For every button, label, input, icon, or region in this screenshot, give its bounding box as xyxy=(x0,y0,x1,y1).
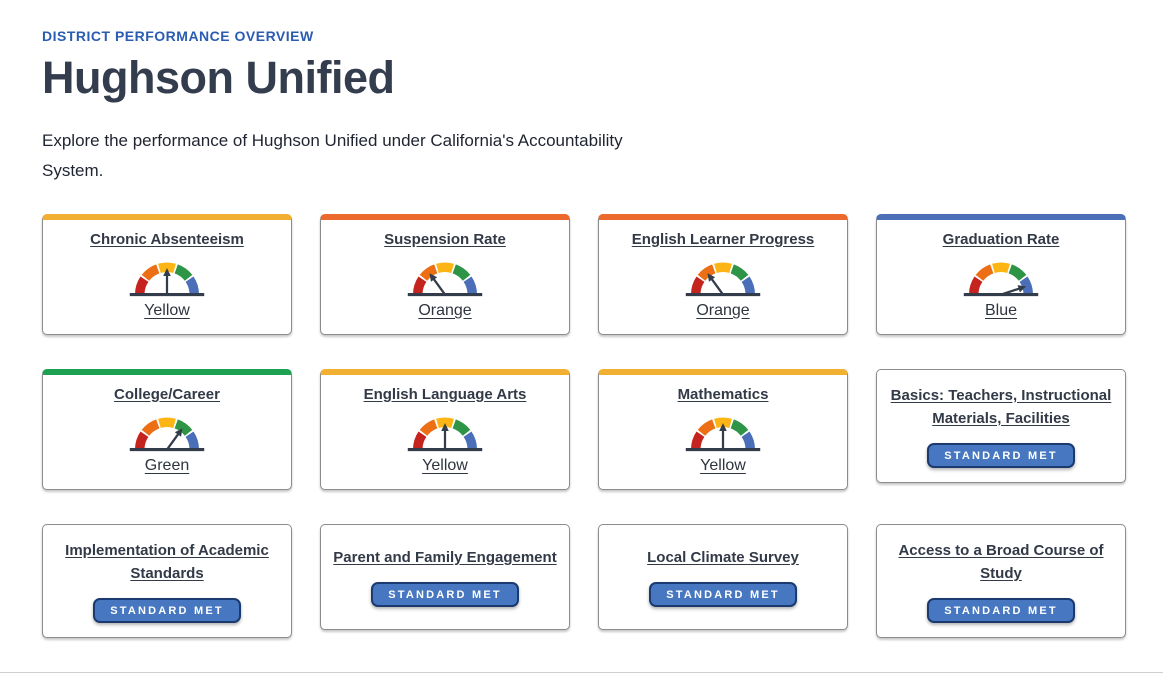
gauge-icon xyxy=(963,262,1039,296)
gauge-segment-orange xyxy=(419,419,438,436)
gauge-icon xyxy=(129,417,205,451)
gauge-segment-yellow xyxy=(714,417,732,428)
gauge-segment-blue xyxy=(185,431,200,450)
district-overview-page: DISTRICT PERFORMANCE OVERVIEW Hughson Un… xyxy=(42,28,1126,638)
card-access-to-a-broad-course-of-study[interactable]: Access to a Broad Course of Study STANDAR… xyxy=(876,523,1126,638)
gauge-segment-green xyxy=(174,264,193,281)
gauge-icon xyxy=(685,417,761,451)
gauge-icon xyxy=(407,417,483,451)
gauge-segment-orange xyxy=(141,419,160,436)
gauge-segment-orange xyxy=(697,264,716,281)
gauge-segment-green xyxy=(452,264,471,281)
gauge-segment-yellow xyxy=(158,417,176,428)
gauge-needle xyxy=(429,272,446,295)
gauge-needle xyxy=(441,422,449,450)
gauge-segment-red xyxy=(968,276,983,295)
card-title-link[interactable]: Suspension Rate xyxy=(384,230,506,248)
gauge-segment-orange xyxy=(141,264,160,281)
card-title-link[interactable]: College/Career xyxy=(114,385,220,403)
card-title-link[interactable]: Mathematics xyxy=(677,385,769,403)
gauge-segment-blue xyxy=(463,431,478,450)
gauge-icon xyxy=(129,262,205,296)
gauge-segment-red xyxy=(412,431,427,450)
standard-met-badge: STANDARD MET xyxy=(93,598,241,623)
card-title-link[interactable]: Chronic Absenteeism xyxy=(90,230,244,248)
gauge-segment-green xyxy=(1008,264,1027,281)
gauge-needle xyxy=(1000,284,1027,296)
status-label[interactable]: Yellow xyxy=(422,456,468,474)
card-implementation-of-academic-standards[interactable]: Implementation of Academic Standards STAN… xyxy=(42,523,292,638)
gauge-segment-yellow xyxy=(436,417,454,428)
gauge-segment-yellow xyxy=(158,262,176,273)
status-label[interactable]: Orange xyxy=(696,301,750,319)
card-local-climate-survey[interactable]: Local Climate Survey STANDARD MET xyxy=(598,523,848,630)
standard-met-badge: STANDARD MET xyxy=(927,598,1075,623)
gauge-segment-yellow xyxy=(436,262,454,273)
card-english-learner-progress[interactable]: English Learner Progress Orange xyxy=(598,213,848,335)
card-title-link[interactable]: English Language Arts xyxy=(363,385,527,403)
gauge-segment-red xyxy=(134,276,149,295)
gauge-segment-orange xyxy=(697,419,716,436)
gauge-segment-green xyxy=(730,264,749,281)
bottom-divider xyxy=(0,672,1163,673)
gauge-segment-green xyxy=(174,419,193,436)
gauge-segment-green xyxy=(730,419,749,436)
card-mathematics[interactable]: Mathematics Yellow xyxy=(598,368,848,490)
gauge-needle xyxy=(163,267,171,295)
gauge-icon xyxy=(685,262,761,296)
page-description: Explore the performance of Hughson Unifi… xyxy=(42,131,623,180)
card-college-career[interactable]: College/Career Green xyxy=(42,368,292,490)
card-title-link[interactable]: English Learner Progress xyxy=(631,230,815,248)
status-label[interactable]: Yellow xyxy=(700,456,746,474)
gauge-segment-blue xyxy=(741,431,756,450)
card-suspension-rate[interactable]: Suspension Rate Orange xyxy=(320,213,570,335)
gauge-segment-blue xyxy=(1019,276,1034,295)
page-eyebrow: DISTRICT PERFORMANCE OVERVIEW xyxy=(42,28,314,44)
gauge-segment-blue xyxy=(185,276,200,295)
card-parent-and-family-engagement[interactable]: Parent and Family Engagement STANDARD MET xyxy=(320,523,570,630)
card-title-link[interactable]: Graduation Rate xyxy=(942,230,1060,248)
status-label[interactable]: Green xyxy=(144,456,190,474)
gauge-segment-red xyxy=(134,431,149,450)
gauge-segment-orange xyxy=(419,264,438,281)
standard-met-badge: STANDARD MET xyxy=(649,582,797,608)
gauge-needle xyxy=(166,427,183,450)
card-title-link[interactable]: Access to a Broad Course of Study xyxy=(898,541,1104,582)
gauge-segment-red xyxy=(690,276,705,295)
card-graduation-rate[interactable]: Graduation Rate Blue xyxy=(876,213,1126,335)
performance-grid: Chronic Absenteeism Yellow Suspension Rate… xyxy=(42,213,1126,638)
card-chronic-absenteeism[interactable]: Chronic Absenteeism Yellow xyxy=(42,213,292,335)
gauge-needle xyxy=(707,272,724,295)
standard-met-badge: STANDARD MET xyxy=(927,443,1075,468)
gauge-needle xyxy=(719,422,727,450)
status-label[interactable]: Blue xyxy=(984,301,1018,319)
standard-met-badge: STANDARD MET xyxy=(371,582,519,608)
gauge-segment-red xyxy=(412,276,427,295)
page-title: Hughson Unified xyxy=(42,52,395,103)
card-title-link[interactable]: Parent and Family Engagement xyxy=(333,548,557,566)
card-title-link[interactable]: Basics: Teachers, Instructional Material… xyxy=(890,386,1112,427)
card-title-link[interactable]: Local Climate Survey xyxy=(647,548,799,566)
gauge-segment-blue xyxy=(741,276,756,295)
status-label[interactable]: Yellow xyxy=(144,301,190,319)
gauge-segment-yellow xyxy=(992,262,1010,273)
gauge-segment-orange xyxy=(975,264,994,281)
gauge-segment-blue xyxy=(463,276,478,295)
card-title-link[interactable]: Implementation of Academic Standards xyxy=(65,541,269,582)
gauge-segment-red xyxy=(690,431,705,450)
card-english-language-arts[interactable]: English Language Arts Yellow xyxy=(320,368,570,490)
gauge-segment-green xyxy=(452,419,471,436)
status-label[interactable]: Orange xyxy=(418,301,472,319)
card-basics-teachers-instructional-materials-facilities[interactable]: Basics: Teachers, Instructional Material… xyxy=(876,368,1126,483)
gauge-icon xyxy=(407,262,483,296)
gauge-segment-yellow xyxy=(714,262,732,273)
